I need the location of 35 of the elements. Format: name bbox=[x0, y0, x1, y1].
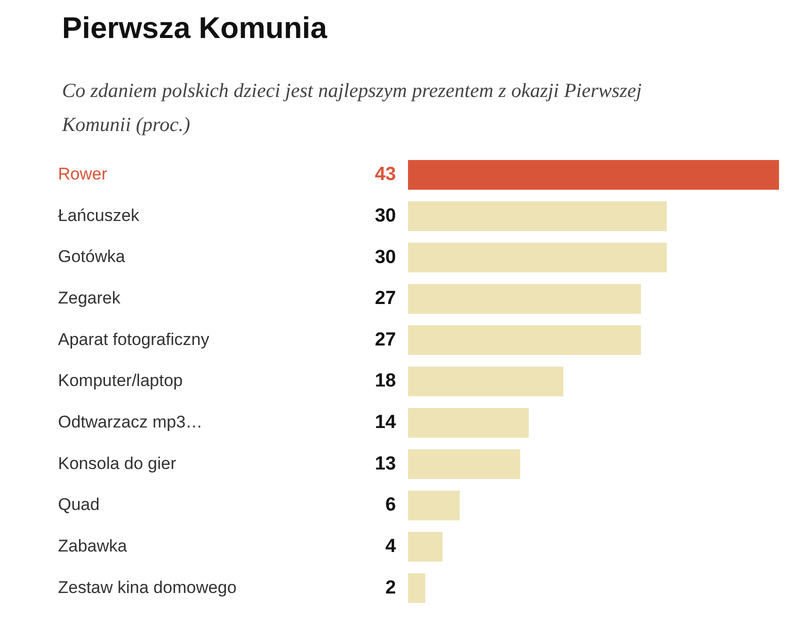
y-tick-label: Komputer/laptop bbox=[58, 371, 183, 390]
bar bbox=[408, 284, 641, 314]
bar bbox=[408, 408, 529, 438]
y-tick-label: Zestaw kina domowego bbox=[58, 578, 237, 597]
y-tick-label: Gotówka bbox=[58, 247, 126, 266]
y-tick-label: Aparat fotograficzny bbox=[58, 330, 210, 349]
y-tick-label: Zabawka bbox=[58, 536, 128, 556]
chart-title: Pierwsza Komunia bbox=[62, 12, 328, 46]
bar bbox=[408, 573, 426, 604]
bar bbox=[408, 532, 443, 562]
data-label: 27 bbox=[374, 288, 396, 310]
data-label: 43 bbox=[374, 164, 396, 186]
bar bbox=[408, 201, 667, 232]
data-label: 6 bbox=[385, 494, 396, 516]
y-tick-label: Konsola do gier bbox=[58, 454, 176, 473]
data-label: 14 bbox=[374, 412, 396, 434]
y-tick-label: Łańcuszek bbox=[58, 206, 140, 225]
data-label: 30 bbox=[374, 246, 396, 268]
data-label: 13 bbox=[374, 453, 396, 474]
bar bbox=[408, 325, 641, 356]
data-label: 2 bbox=[385, 577, 396, 598]
bar bbox=[408, 160, 779, 190]
data-label: 4 bbox=[385, 536, 396, 558]
bar bbox=[408, 366, 564, 396]
bar bbox=[408, 242, 667, 272]
y-tick-label: Odtwarzacz mp3… bbox=[58, 412, 203, 432]
y-tick-label: Quad bbox=[58, 495, 100, 514]
y-tick-label: Rower bbox=[58, 164, 108, 184]
chart-subtitle: Co zdaniem polskich dzieci jest najlepszym prezentem z okazji Pierwszej Komunii (proc.) bbox=[62, 79, 643, 138]
y-tick-label: Zegarek bbox=[58, 288, 121, 308]
data-label: 30 bbox=[374, 205, 396, 226]
data-label: 27 bbox=[374, 329, 396, 350]
data-label: 18 bbox=[374, 370, 396, 392]
bar bbox=[408, 449, 520, 480]
bar bbox=[408, 490, 460, 520]
